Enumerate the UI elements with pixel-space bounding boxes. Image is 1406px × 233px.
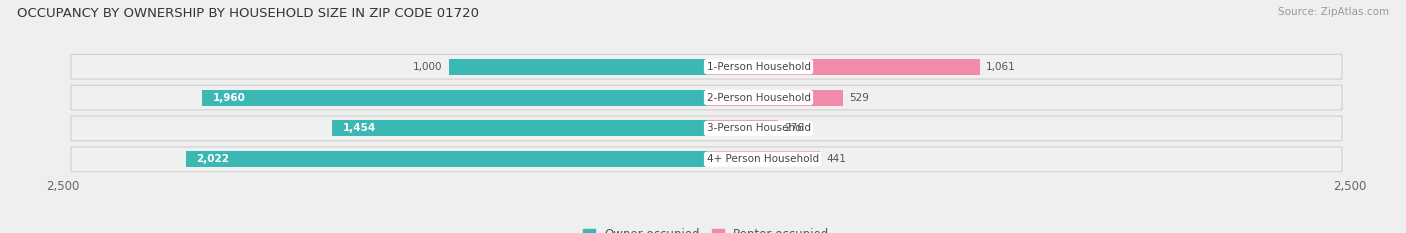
Text: Source: ZipAtlas.com: Source: ZipAtlas.com: [1278, 7, 1389, 17]
Text: 1-Person Household: 1-Person Household: [707, 62, 810, 72]
Text: OCCUPANCY BY OWNERSHIP BY HOUSEHOLD SIZE IN ZIP CODE 01720: OCCUPANCY BY OWNERSHIP BY HOUSEHOLD SIZE…: [17, 7, 479, 20]
FancyBboxPatch shape: [70, 116, 1343, 141]
FancyBboxPatch shape: [70, 54, 1343, 79]
Bar: [186, 151, 707, 167]
Bar: [202, 89, 707, 106]
Text: 1,454: 1,454: [343, 123, 375, 134]
Bar: [707, 151, 820, 167]
Bar: [707, 59, 980, 75]
FancyBboxPatch shape: [70, 147, 1343, 172]
Bar: [332, 120, 707, 137]
Text: 441: 441: [827, 154, 846, 164]
Text: 1,000: 1,000: [413, 62, 443, 72]
Text: 1,061: 1,061: [986, 62, 1015, 72]
Bar: [450, 59, 707, 75]
Text: 4+ Person Household: 4+ Person Household: [707, 154, 818, 164]
Bar: [707, 89, 842, 106]
Text: 529: 529: [849, 93, 869, 103]
Text: 3-Person Household: 3-Person Household: [707, 123, 810, 134]
Text: 276: 276: [785, 123, 804, 134]
Text: 2,022: 2,022: [197, 154, 229, 164]
Legend: Owner-occupied, Renter-occupied: Owner-occupied, Renter-occupied: [579, 223, 834, 233]
Text: 1,960: 1,960: [212, 93, 246, 103]
Bar: [707, 120, 778, 137]
FancyBboxPatch shape: [70, 85, 1343, 110]
Text: 2-Person Household: 2-Person Household: [707, 93, 810, 103]
